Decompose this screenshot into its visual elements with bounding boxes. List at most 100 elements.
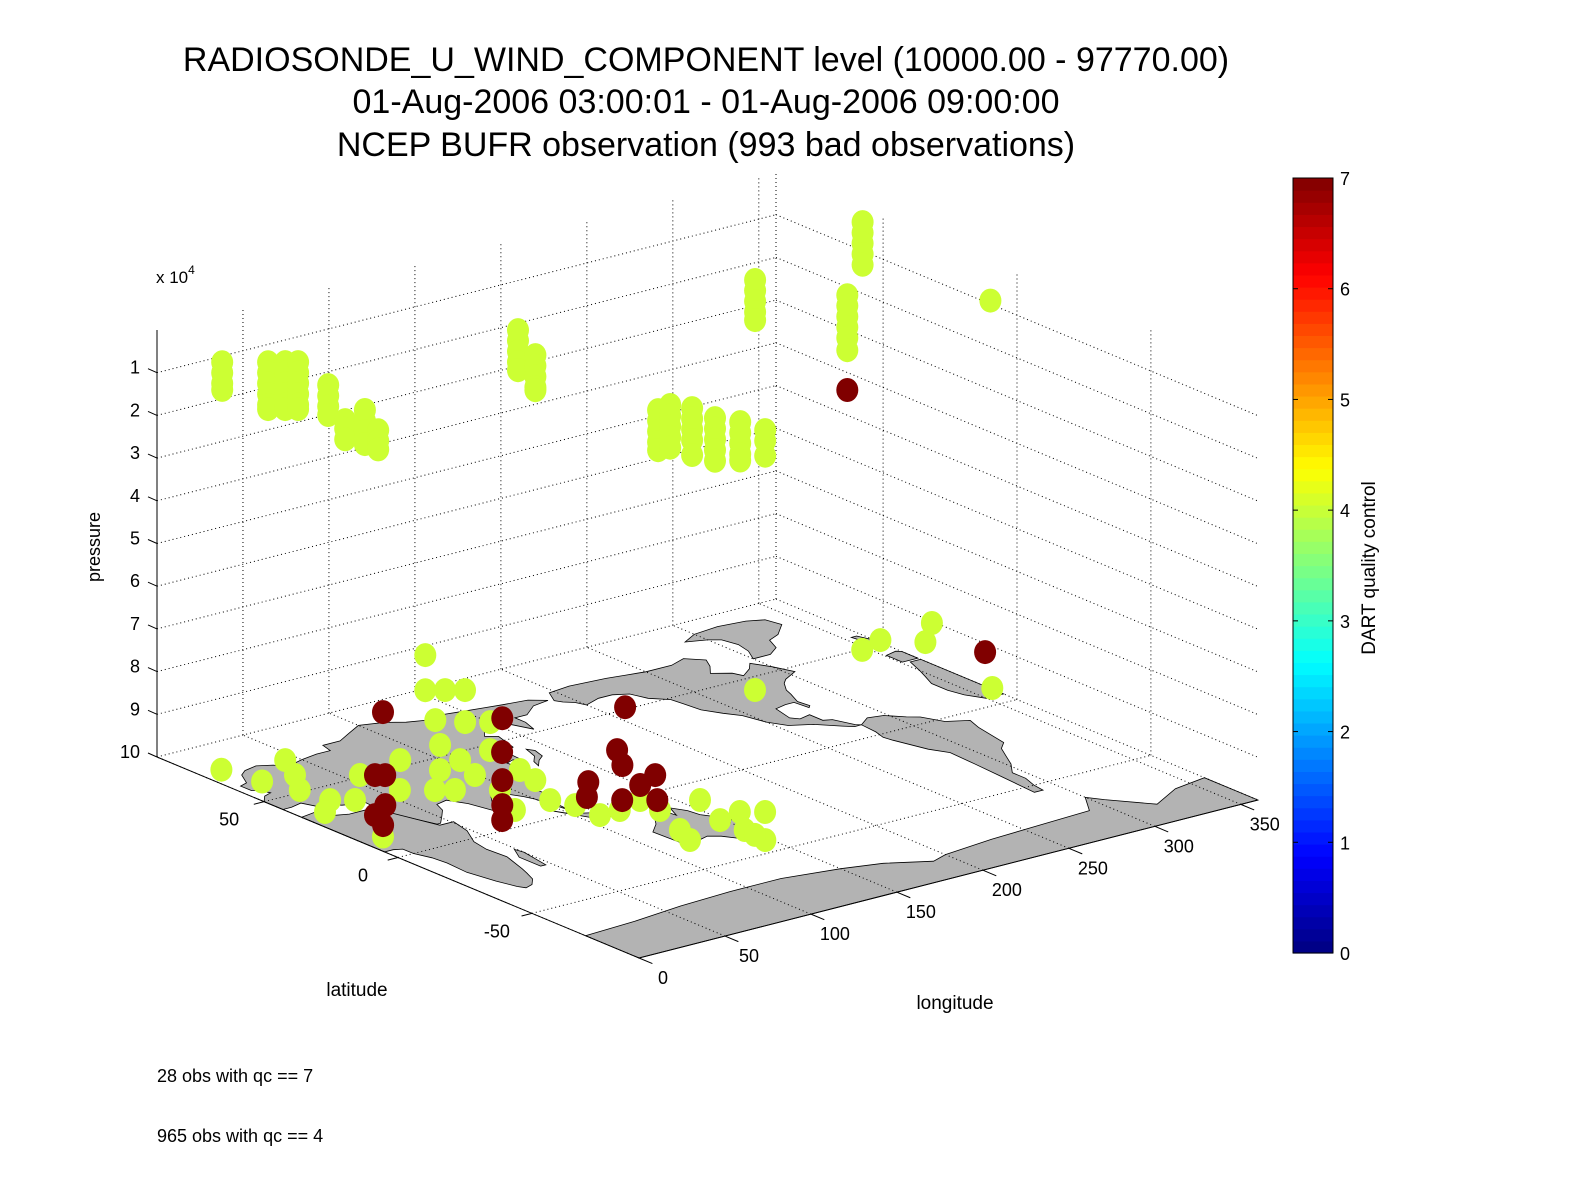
obs-point-qc4	[524, 768, 547, 793]
colorbar-swatch	[1293, 541, 1333, 554]
z-multiplier-exponent: 4	[188, 263, 195, 277]
obs-point-qc4	[317, 403, 340, 427]
obs-point-qc4	[851, 252, 874, 277]
x-tick-label: 0	[658, 968, 668, 988]
z-tick	[147, 539, 158, 544]
z-tick	[147, 752, 158, 758]
qc7-count-note: 28 obs with qc == 7	[157, 1066, 314, 1086]
colorbar-swatch	[1293, 565, 1333, 579]
x-tick	[810, 913, 825, 921]
z-tick	[147, 410, 158, 416]
colorbar-tick-label: 0	[1340, 944, 1350, 964]
colorbar-swatch	[1293, 844, 1333, 857]
back-wall-gridline-pressure	[156, 470, 777, 630]
z-tick-label: 10	[120, 742, 140, 762]
z-tick	[147, 581, 158, 587]
colorbar-swatch	[1293, 601, 1333, 615]
obs-point-qc4	[314, 800, 336, 824]
obs-point-qc7	[611, 788, 634, 813]
colorbar-swatch	[1293, 347, 1333, 361]
colorbar-swatch	[1293, 432, 1333, 446]
colorbar-swatch	[1293, 722, 1333, 736]
colorbar-swatch	[1293, 335, 1333, 349]
y-tick-label: 0	[358, 866, 368, 886]
colorbar-swatch	[1293, 650, 1333, 663]
z-tick	[147, 624, 158, 630]
colorbar-swatch	[1293, 892, 1333, 906]
x-axis-label: longitude	[916, 993, 993, 1014]
colorbar-swatch	[1293, 323, 1333, 337]
colorbar-tick-label: 3	[1340, 612, 1350, 632]
z-multiplier: x 104	[156, 263, 195, 287]
colorbar-swatch	[1293, 662, 1333, 676]
obs-point-qc7	[374, 763, 397, 788]
colorbar-swatch	[1293, 371, 1333, 385]
land-greenland	[683, 619, 783, 660]
colorbar-tick-label: 1	[1340, 833, 1350, 853]
obs-point-qc4	[367, 437, 390, 462]
obs-point-qc7	[491, 740, 514, 765]
colorbar-swatch	[1293, 783, 1333, 797]
obs-point-qc4	[681, 443, 704, 467]
colorbar: 0 1 2 3 4 5 6 7	[1292, 169, 1350, 964]
land-north-america	[548, 658, 862, 728]
colorbar-swatch	[1293, 795, 1333, 809]
z-tick	[147, 667, 158, 673]
x-tick	[1154, 825, 1169, 833]
x-tick	[1240, 803, 1255, 811]
colorbar-swatch	[1293, 856, 1333, 869]
obs-point-qc4	[979, 288, 1002, 313]
obs-point-qc7	[491, 808, 514, 833]
obs-point-qc4	[679, 828, 701, 852]
colorbar-swatch	[1293, 928, 1333, 942]
colorbar-swatch	[1293, 517, 1333, 530]
z-tick	[147, 496, 158, 502]
obs-point-qc4	[429, 758, 451, 783]
obs-point-qc7	[372, 813, 395, 838]
colorbar-swatch	[1293, 492, 1333, 506]
side-wall-gridline-pressure	[775, 555, 1259, 758]
obs-point-qc4	[257, 397, 280, 422]
colorbar-swatch	[1293, 626, 1333, 639]
x-tick-label: 200	[992, 880, 1022, 900]
obs-point-qc4	[348, 763, 371, 787]
z-tick-label: 2	[130, 400, 140, 420]
colorbar-swatch	[1293, 311, 1333, 324]
colorbar-swatch	[1293, 178, 1333, 191]
z-tick-label: 3	[130, 443, 140, 463]
obs-point-qc4	[211, 377, 234, 402]
colorbar-swatch	[1293, 831, 1333, 845]
z-tick	[147, 709, 158, 715]
land-madagascar	[513, 848, 547, 867]
colorbar-frame	[1292, 177, 1334, 954]
obs-point-qc7	[491, 706, 514, 731]
obs-point-qc4	[424, 708, 447, 733]
colorbar-swatch	[1293, 686, 1333, 700]
obs-point-qc4	[744, 678, 766, 702]
obs-point-qc4	[743, 822, 766, 847]
colorbar-swatch	[1293, 868, 1333, 881]
x-tick-label: 100	[820, 924, 850, 944]
obs-point-qc4	[463, 763, 486, 787]
obs-point-qc4	[589, 803, 611, 828]
obs-point-qc7	[372, 700, 394, 725]
z-axis-label: pressure	[84, 512, 104, 582]
colorbar-swatch	[1293, 383, 1333, 397]
colorbar-swatch	[1293, 819, 1333, 833]
colorbar-swatch	[1293, 420, 1333, 433]
obs-point-qc4	[920, 611, 943, 635]
back-wall-gridline-pressure	[156, 513, 777, 673]
colorbar-swatch	[1293, 286, 1333, 300]
z-tick-label: 5	[130, 529, 140, 549]
z-tick-label: 7	[130, 614, 140, 634]
obs-point-qc7	[491, 768, 514, 793]
colorbar-swatch	[1293, 577, 1333, 591]
back-wall-gridline-pressure	[156, 342, 777, 502]
x-tick	[896, 891, 911, 899]
obs-point-qc4	[251, 769, 274, 794]
obs-point-qc4	[414, 643, 437, 668]
obs-point-qc4	[334, 427, 357, 452]
obs-point-qc4	[539, 788, 562, 813]
obs-point-qc4	[287, 397, 310, 421]
obs-point-qc7	[614, 695, 637, 720]
